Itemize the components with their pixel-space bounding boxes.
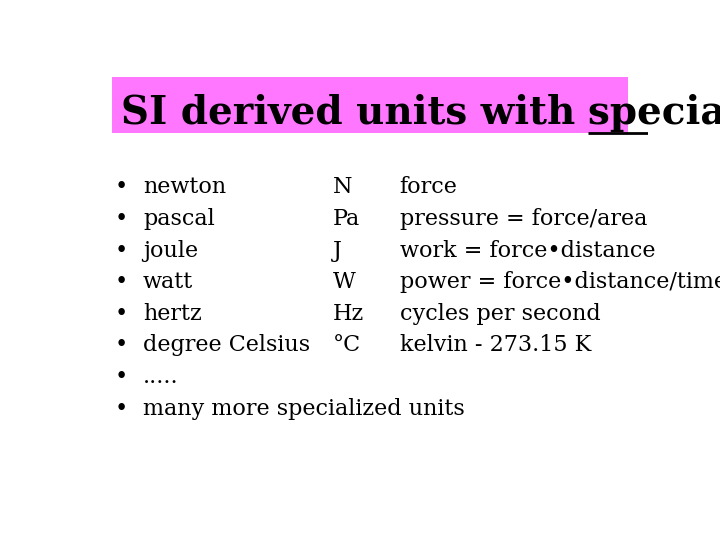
Text: work = force•distance: work = force•distance (400, 240, 655, 262)
Text: J: J (333, 240, 341, 262)
Text: force: force (400, 177, 458, 199)
FancyBboxPatch shape (112, 77, 629, 133)
Text: cycles per second: cycles per second (400, 303, 600, 325)
Text: W: W (333, 271, 356, 293)
Text: watt: watt (143, 271, 193, 293)
Text: °C: °C (333, 334, 361, 356)
Text: •: • (115, 208, 128, 230)
Text: special names: special names (588, 93, 720, 132)
Text: •: • (115, 177, 128, 199)
Text: •: • (115, 240, 128, 262)
Text: •: • (115, 334, 128, 356)
Text: degree Celsius: degree Celsius (143, 334, 310, 356)
Text: joule: joule (143, 240, 198, 262)
Text: SI derived units with: SI derived units with (121, 93, 588, 132)
Text: kelvin - 273.15 K: kelvin - 273.15 K (400, 334, 591, 356)
Text: N: N (333, 177, 352, 199)
Text: Pa: Pa (333, 208, 360, 230)
Text: Hz: Hz (333, 303, 364, 325)
Text: power = force•distance/time: power = force•distance/time (400, 271, 720, 293)
Text: .....: ..... (143, 366, 179, 388)
Text: newton: newton (143, 177, 226, 199)
Text: •: • (115, 303, 128, 325)
Text: •: • (115, 366, 128, 388)
Text: pressure = force/area: pressure = force/area (400, 208, 647, 230)
Text: pascal: pascal (143, 208, 215, 230)
Text: many more specialized units: many more specialized units (143, 397, 465, 420)
Text: hertz: hertz (143, 303, 202, 325)
Text: •: • (115, 271, 128, 293)
Text: •: • (115, 397, 128, 420)
